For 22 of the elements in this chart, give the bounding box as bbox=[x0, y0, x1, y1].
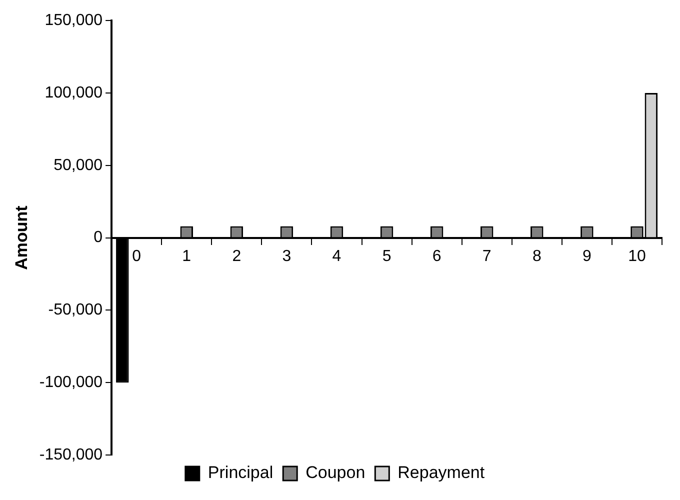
x-tick-label: 9 bbox=[582, 248, 592, 265]
x-tick-label: 5 bbox=[382, 248, 392, 265]
legend-label: Coupon bbox=[306, 463, 366, 482]
legend-label: Repayment bbox=[398, 463, 485, 482]
x-tick-label: 4 bbox=[332, 248, 342, 265]
x-tick-label: 0 bbox=[132, 248, 142, 265]
x-tick-label: 10 bbox=[628, 248, 646, 265]
x-tick-label: 3 bbox=[282, 248, 292, 265]
y-tick-label: -100,000 bbox=[39, 374, 103, 392]
x-tick-label: 8 bbox=[532, 248, 542, 265]
x-tick-label: 7 bbox=[482, 248, 492, 265]
y-tick-label: 0 bbox=[94, 229, 103, 246]
y-tick-label: -150,000 bbox=[39, 446, 103, 464]
x-tick-label: 2 bbox=[232, 248, 242, 265]
x-tick-label: 1 bbox=[182, 248, 192, 265]
y-tick-label: 50,000 bbox=[54, 156, 103, 174]
x-tick-label: 6 bbox=[432, 248, 442, 265]
legend-label: Principal bbox=[208, 463, 274, 482]
y-tick-label: -50,000 bbox=[48, 302, 103, 319]
y-axis-title: Amount bbox=[12, 205, 31, 270]
y-tick-label: 100,000 bbox=[44, 84, 103, 102]
y-tick-label: 150,000 bbox=[44, 12, 103, 30]
